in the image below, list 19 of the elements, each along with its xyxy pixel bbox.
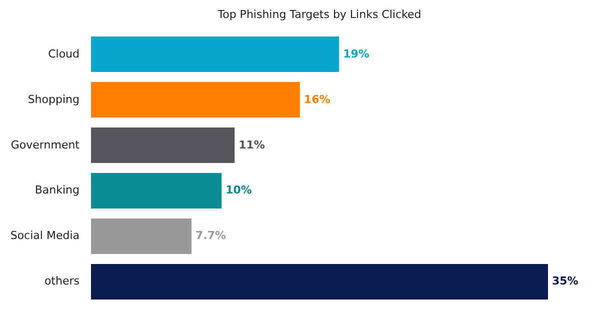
bar [91,36,340,72]
y-tick-label: Banking [34,184,80,197]
bar [91,82,300,118]
data-label: 10% [226,184,252,197]
bar [91,173,222,208]
data-label: 35% [552,274,578,288]
y-tick-label: Government [10,138,80,152]
bar [91,264,548,300]
data-label: 7.7% [196,229,226,242]
data-label: 16% [304,92,330,106]
y-tick-label: Cloud [48,47,80,60]
data-label: 19% [343,47,370,60]
y-tick-label: others [44,274,80,288]
y-tick-label: Social Media [10,229,80,242]
y-tick-label: Shopping [28,92,80,106]
bar [91,218,192,254]
chart-title: Top Phishing Targets by Links Clicked [216,8,422,21]
bar [91,128,235,163]
data-label: 11% [238,138,265,152]
